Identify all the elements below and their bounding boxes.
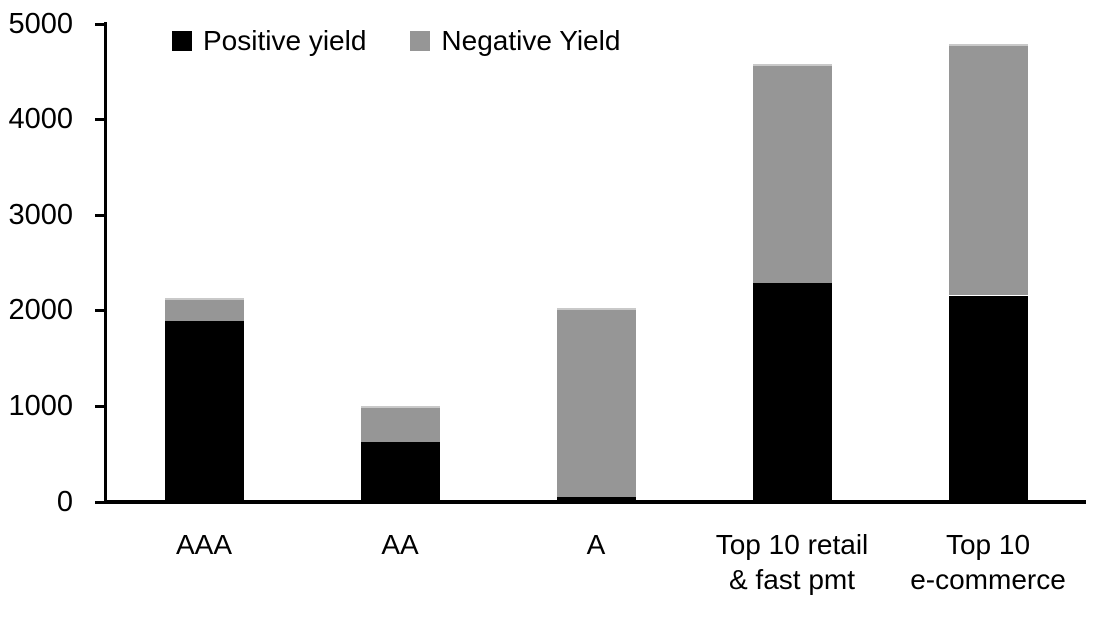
y-axis-tick — [95, 118, 106, 122]
bar-segment-positive-yield — [164, 321, 244, 502]
x-axis-label: AAA — [175, 529, 233, 560]
x-axis-label: A — [586, 529, 606, 560]
y-axis — [104, 22, 107, 504]
x-axis-label: Top 10 e-commerce — [910, 529, 1066, 595]
y-axis-tick-label: 5000 — [8, 7, 73, 40]
bar-segment-negative-yield — [752, 64, 832, 284]
bar-segment-positive-yield — [556, 497, 636, 502]
bar-segment-positive-yield — [752, 283, 832, 502]
bar-segment-positive-yield — [948, 295, 1028, 502]
y-axis-tick-label: 0 — [56, 485, 73, 518]
y-axis-tick-label: 1000 — [8, 389, 73, 422]
bar-segment-negative-yield — [164, 298, 244, 322]
legend-swatch-negative-yield — [410, 31, 431, 51]
y-axis-tick-label: 4000 — [8, 103, 73, 136]
bar-segment-negative-yield — [360, 406, 440, 442]
bar-segment-negative-yield — [556, 307, 636, 498]
x-axis-label: Top 10 retail & fast pmt — [715, 529, 869, 595]
x-axis — [104, 500, 1086, 504]
y-axis-tick — [95, 213, 106, 217]
y-axis-tick-label: 2000 — [8, 294, 73, 327]
y-axis-tick — [95, 500, 106, 504]
y-axis-tick — [95, 404, 106, 408]
legend-label-positive-yield: Positive yield — [203, 25, 367, 56]
bar-segment-positive-yield — [360, 441, 440, 502]
y-axis-tick — [95, 309, 106, 313]
legend: Positive yield Negative Yield — [172, 24, 620, 58]
bar-segment-negative-yield — [948, 44, 1028, 296]
legend-item-positive-yield: Positive yield — [172, 24, 366, 58]
y-axis-tick — [95, 22, 106, 26]
legend-swatch-positive-yield — [172, 31, 192, 51]
legend-label-negative-yield: Negative Yield — [441, 25, 621, 56]
x-axis-label: AA — [381, 529, 419, 560]
y-axis-tick-label: 3000 — [8, 198, 73, 231]
legend-item-negative-yield: Negative Yield — [410, 24, 620, 58]
